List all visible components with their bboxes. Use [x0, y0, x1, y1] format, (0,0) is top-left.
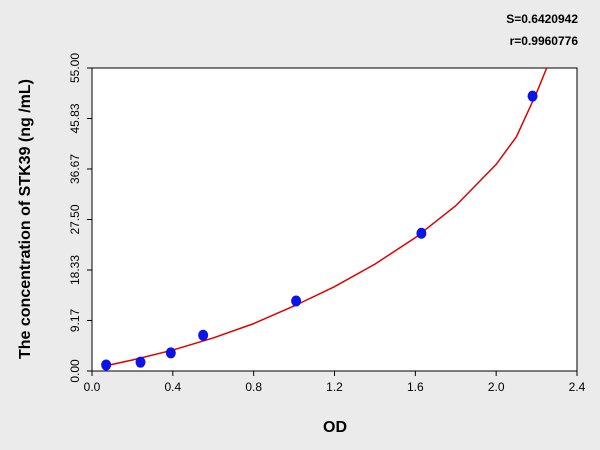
data-point [165, 347, 176, 359]
y-tick-label: 55.00 [68, 53, 82, 83]
fit-curve [101, 67, 548, 368]
annotation: S=0.6420942 [506, 12, 578, 26]
x-tick-label: 2.4 [569, 380, 586, 394]
y-tick-label: 45.83 [68, 103, 82, 133]
y-tick-label: 36.67 [68, 154, 82, 184]
x-tick-label: 1.2 [326, 380, 343, 394]
data-point [135, 356, 146, 368]
x-tick-label: 0.0 [84, 380, 101, 394]
y-tick-label: 9.17 [68, 308, 82, 332]
y-axis-label: The concentration of STK39 (ng /mL) [17, 79, 34, 359]
data-point [101, 359, 112, 371]
plot-area [91, 67, 578, 372]
x-axis-label: OD [323, 419, 347, 436]
data-point [416, 227, 427, 239]
data-point [198, 329, 209, 341]
x-tick-label: 2.0 [488, 380, 505, 394]
y-tick-label: 0.00 [68, 359, 82, 383]
x-tick-label: 0.8 [245, 380, 262, 394]
data-point [527, 90, 538, 102]
y-tick-label: 18.33 [68, 255, 82, 285]
data-point [291, 295, 302, 307]
x-tick-label: 1.6 [407, 380, 424, 394]
annotation: r=0.9960776 [510, 34, 579, 48]
y-tick-label: 27.50 [68, 204, 82, 234]
x-tick-label: 0.4 [164, 380, 181, 394]
